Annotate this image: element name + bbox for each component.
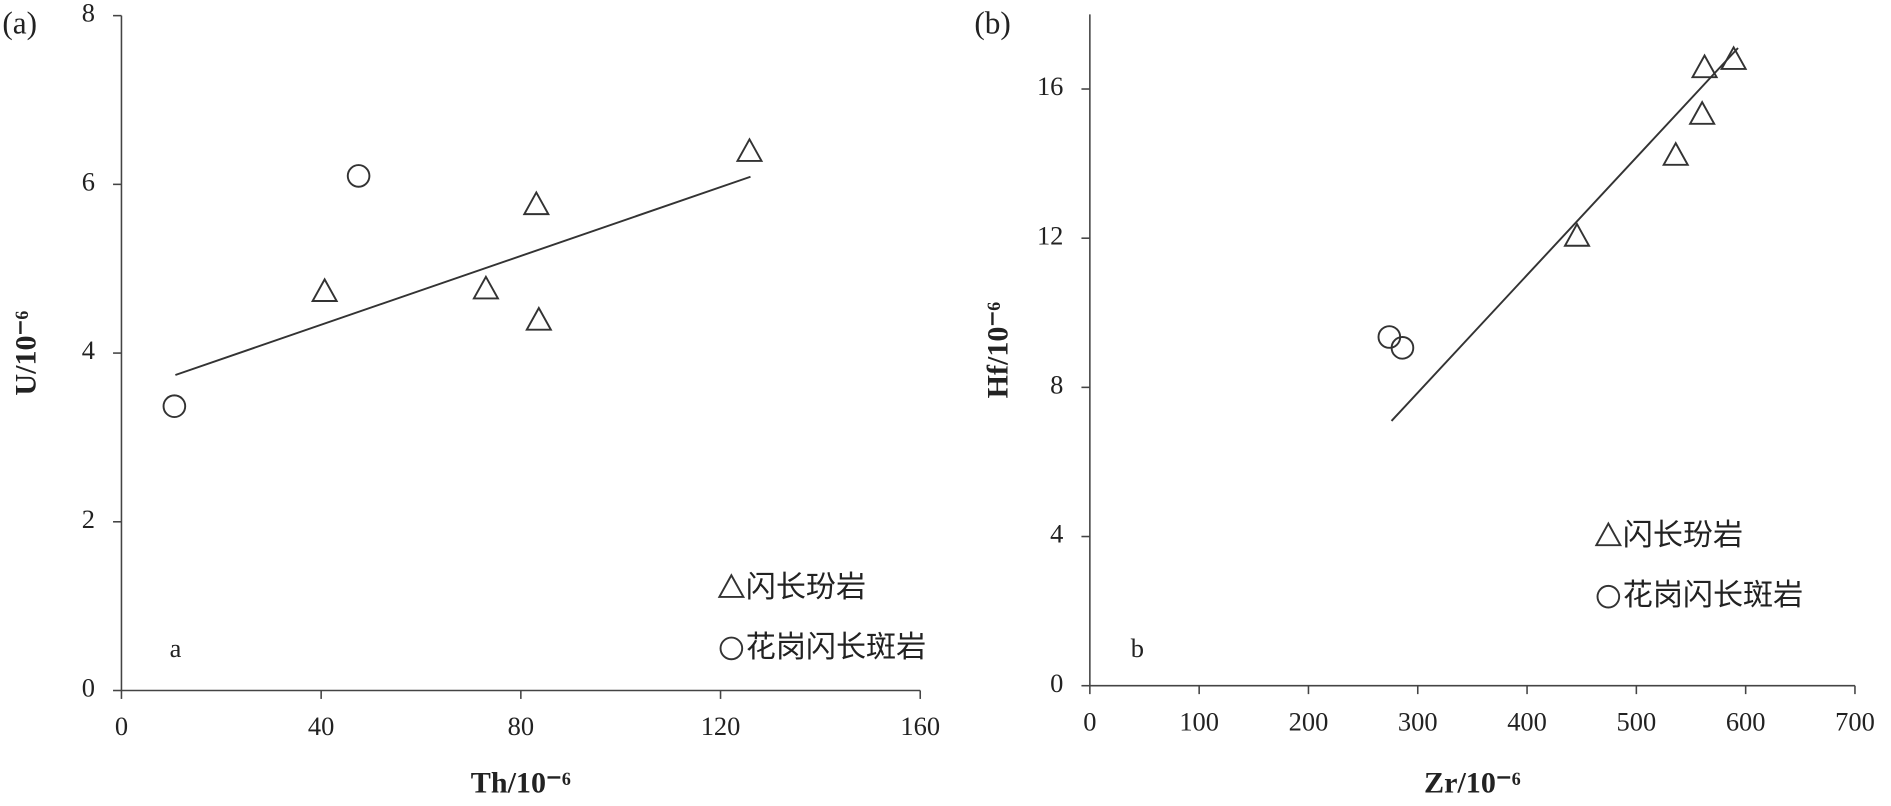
x-axis-label: Th/10⁻⁶: [471, 765, 571, 799]
x-tick-label: 120: [701, 711, 741, 741]
data-point: [346, 164, 371, 188]
data-point: [1688, 100, 1716, 125]
trendline: [175, 175, 751, 376]
data-point: [1719, 45, 1748, 70]
legend-label: 花岗闪长斑岩: [746, 630, 926, 665]
legend-label: 闪长玢岩: [746, 570, 866, 605]
x-tick-label: 200: [1289, 706, 1329, 736]
x-tick-label: 500: [1617, 706, 1657, 736]
y-tick-label: 16: [1037, 71, 1063, 101]
data-point: [522, 190, 550, 216]
data-point: [525, 306, 553, 331]
data-point: [1377, 325, 1402, 349]
data-point: [735, 137, 764, 162]
y-tick-label: 4: [1050, 519, 1063, 549]
data-point: [1662, 141, 1690, 166]
legend-marker: [719, 636, 744, 661]
y-tick-label: 2: [82, 504, 95, 534]
y-tick-label: 8: [82, 0, 95, 28]
data-point: [162, 394, 187, 419]
x-tick-label: 100: [1179, 706, 1219, 736]
annotation: a: [170, 633, 182, 663]
y-tick-label: 8: [1050, 369, 1063, 399]
panel-title: (a): [2, 6, 37, 41]
x-tick-label: 400: [1507, 706, 1547, 736]
data-point: [472, 274, 500, 300]
data-point: [1563, 222, 1591, 247]
legend-label: 花岗闪长斑岩: [1623, 578, 1803, 613]
y-tick-label: 12: [1037, 220, 1063, 250]
y-tick-label: 4: [82, 335, 95, 365]
x-tick-label: 600: [1726, 706, 1766, 736]
panel-title: (b): [974, 6, 1010, 41]
y-tick-label: 6: [82, 166, 95, 196]
x-tick-label: 0: [1083, 706, 1096, 736]
x-tick-label: 160: [900, 711, 940, 741]
y-axis-label: U/10⁻⁶: [9, 311, 43, 396]
y-tick-label: 0: [1050, 668, 1063, 698]
data-point: [1690, 53, 1719, 79]
annotation: b: [1131, 633, 1144, 663]
y-axis-label: Hf/10⁻⁶: [981, 302, 1015, 399]
legend-marker: [717, 573, 746, 598]
x-axis-label: Zr/10⁻⁶: [1424, 765, 1521, 799]
x-tick-label: 700: [1835, 706, 1875, 736]
x-tick-label: 80: [508, 711, 534, 741]
x-tick-label: 0: [115, 711, 128, 741]
data-point: [1390, 336, 1415, 360]
trendline: [1390, 47, 1739, 422]
legend-label: 闪长玢岩: [1623, 518, 1743, 553]
data-point: [310, 277, 339, 302]
y-tick-label: 0: [82, 673, 95, 703]
legend-marker: [1594, 521, 1623, 547]
x-tick-label: 40: [308, 711, 334, 741]
legend-marker: [1596, 584, 1621, 609]
x-tick-label: 300: [1398, 706, 1438, 736]
